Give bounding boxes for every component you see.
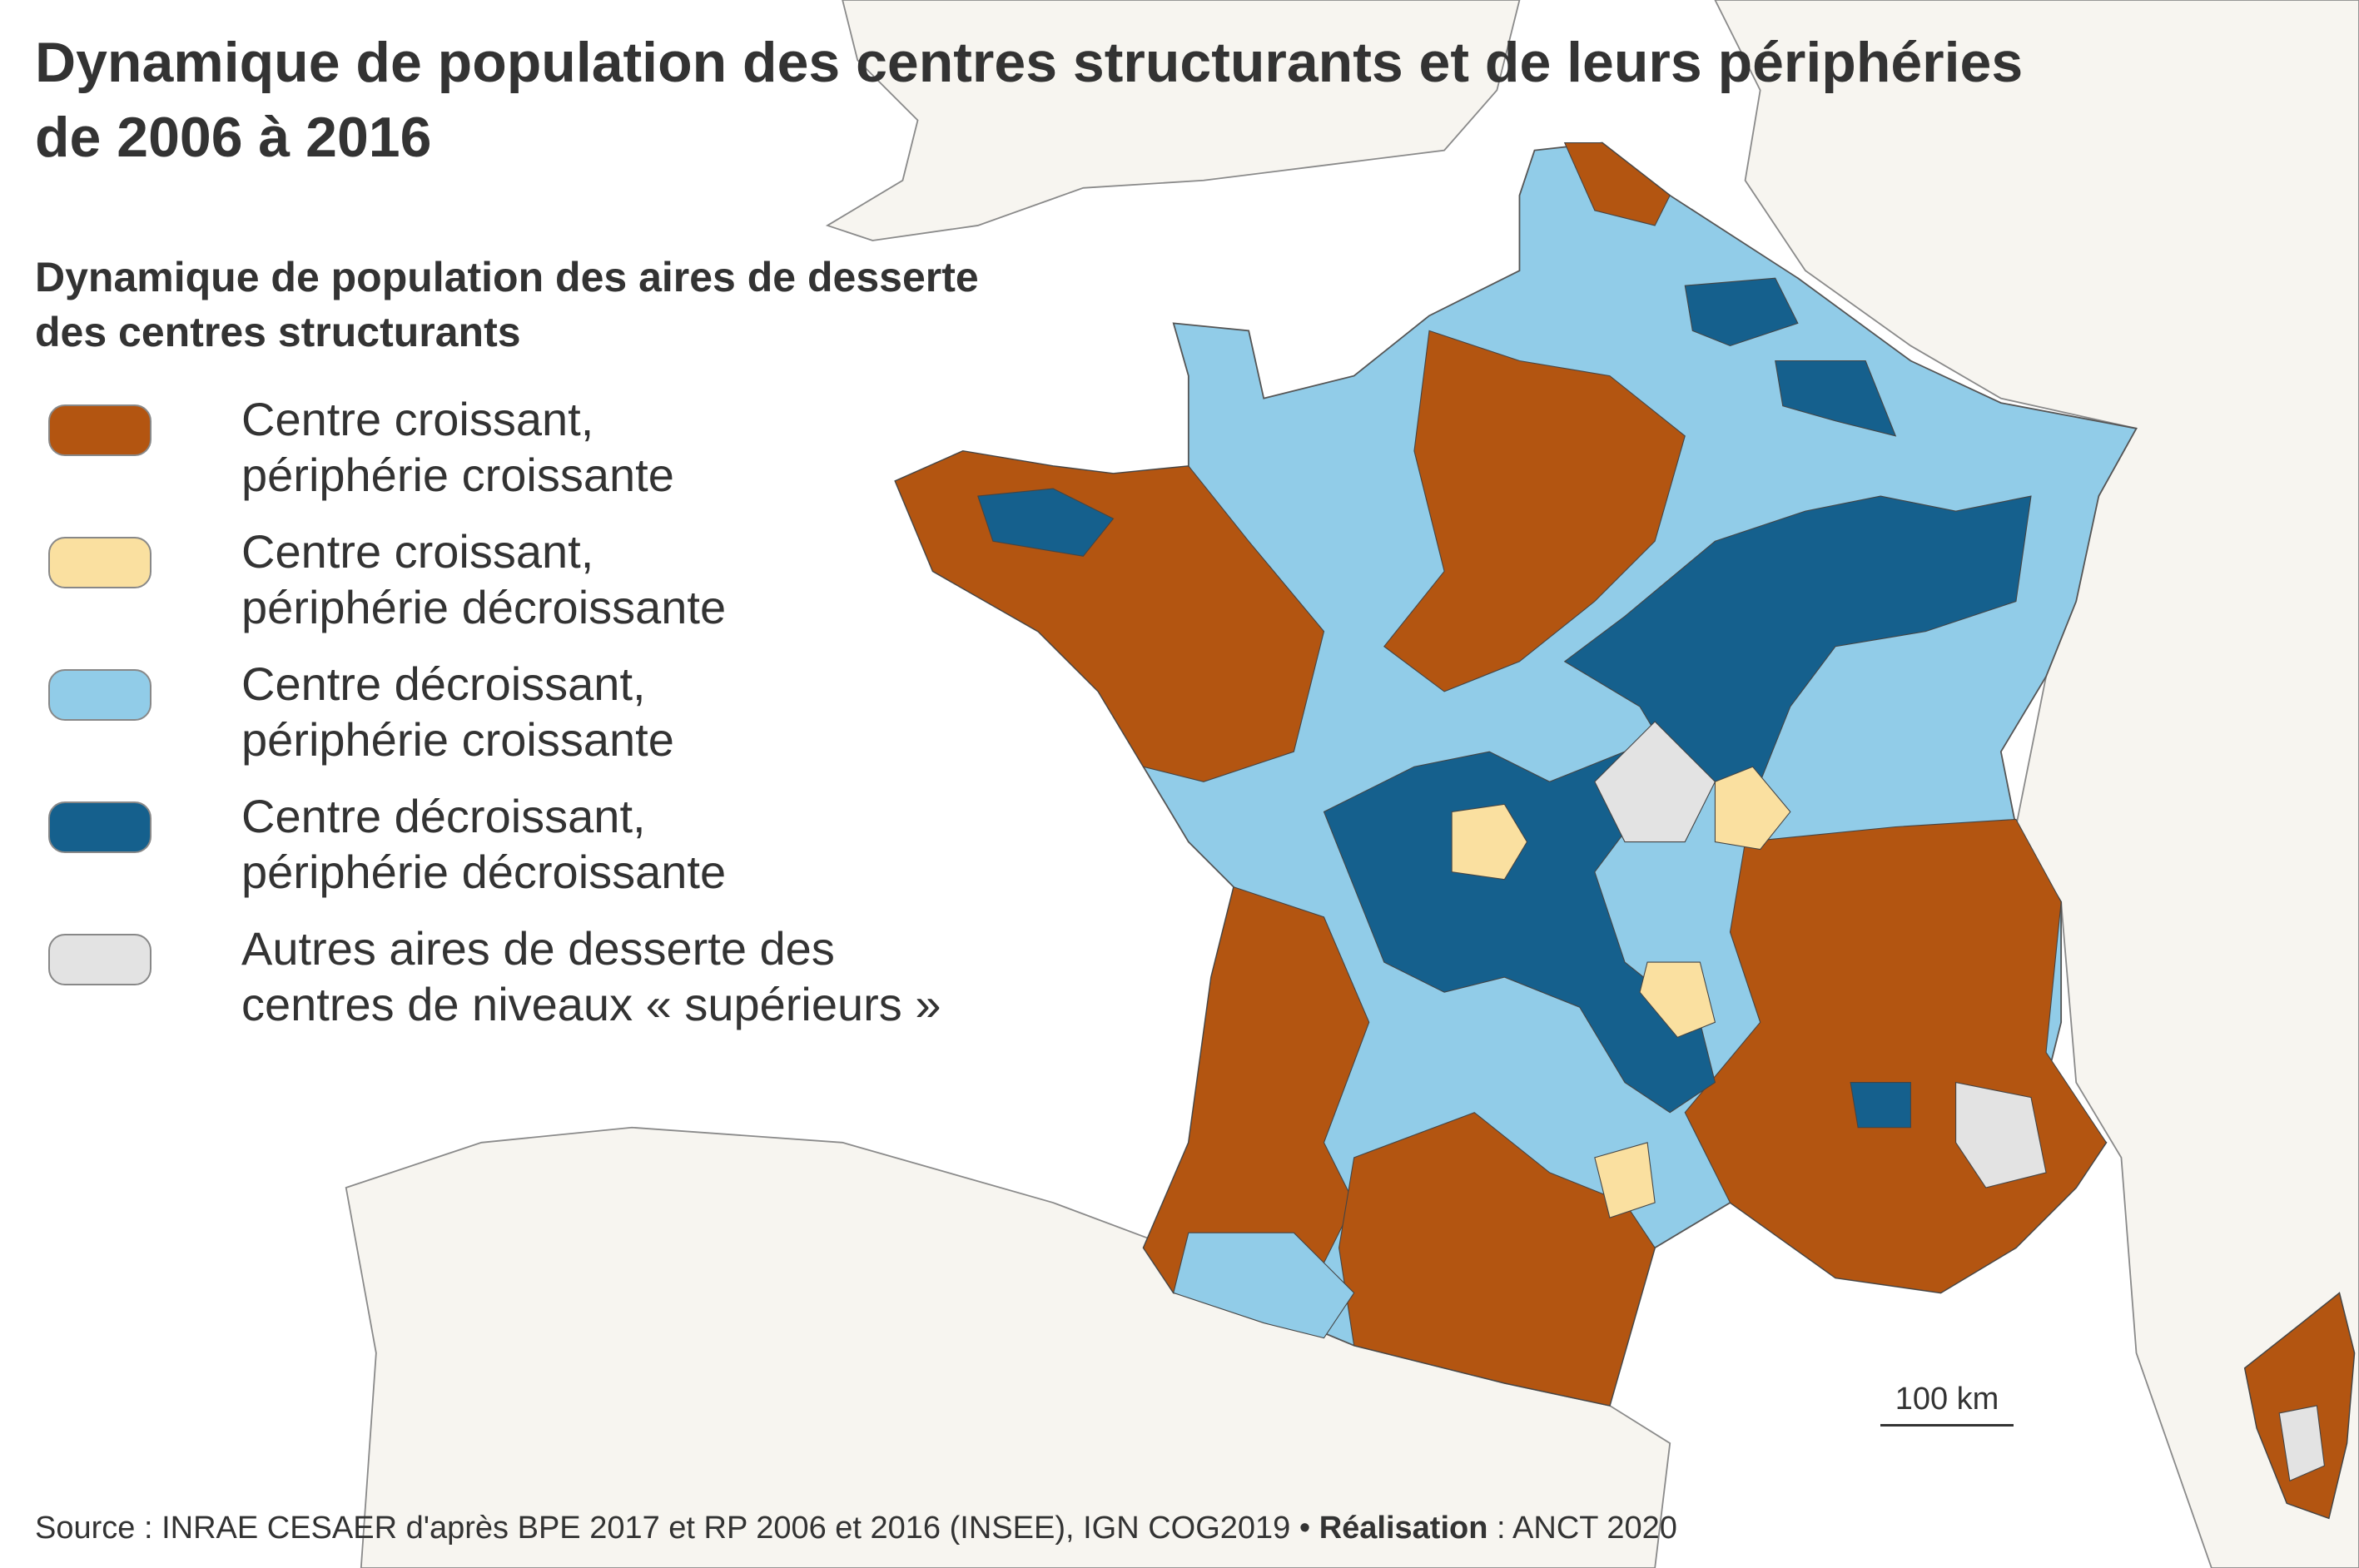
legend-item: Centre croissant, périphérie croissante	[48, 391, 941, 523]
map-title-line1: Dynamique de population des centres stru…	[35, 31, 2024, 94]
legend-title: Dynamique de population des aires de des…	[35, 250, 979, 360]
credit-text: : ANCT 2020	[1487, 1511, 1677, 1546]
scale-bar: 100 km	[1880, 1382, 2014, 1427]
zone-yellow-2	[1714, 766, 1791, 851]
legend-swatch	[48, 669, 151, 721]
zone-lorraine-dark	[1775, 360, 1897, 437]
zone-yellow-3	[1639, 961, 1716, 1039]
zone-brittany-blue	[977, 488, 1115, 557]
legend-swatch	[48, 537, 151, 588]
zone-provence-grey	[1955, 1081, 2047, 1188]
map-title: Dynamique de population des centres stru…	[35, 25, 2199, 175]
legend-label-line1: Centre croissant,	[241, 525, 594, 578]
uk-land	[825, 0, 1521, 241]
zone-north-tip	[1563, 142, 1671, 226]
legend-title-line2: des centres structurants	[35, 309, 521, 355]
legend-label-line1: Autres aires de desserte des	[241, 922, 835, 975]
legend-swatch	[48, 934, 151, 985]
scale-line	[1880, 1424, 2014, 1427]
zone-north-centre	[1383, 330, 1686, 692]
zone-centre-dark	[1323, 751, 1716, 1114]
legend-label-line2: périphérie décroissante	[241, 846, 727, 898]
legend-label-line1: Centre décroissant,	[241, 657, 646, 710]
credit-label: Réalisation	[1319, 1511, 1488, 1546]
legend-label-line2: centres de niveaux « supérieurs »	[241, 978, 941, 1030]
zone-south	[1338, 1112, 1656, 1407]
legend-item: Centre croissant, périphérie décroissante	[48, 523, 941, 656]
legend-label-line2: périphérie croissante	[241, 449, 674, 501]
source-text: : INRAE CESAER d'après BPE 2017 et RP 20…	[135, 1511, 1319, 1546]
legend-label-line2: périphérie décroissante	[241, 581, 727, 633]
map-title-line2: de 2006 à 2016	[35, 106, 432, 169]
legend: Centre croissant, périphérie croissante C…	[48, 391, 941, 1053]
zone-others-grey	[1594, 721, 1716, 843]
legend-title-line1: Dynamique de population des aires de des…	[35, 254, 979, 300]
legend-label-line1: Centre décroissant,	[241, 790, 646, 842]
source-note: Source : INRAE CESAER d'après BPE 2017 e…	[35, 1511, 1677, 1546]
legend-label-line1: Centre croissant,	[241, 393, 594, 445]
legend-label-line2: périphérie croissante	[241, 713, 674, 766]
legend-swatch	[48, 404, 151, 456]
scale-label: 100 km	[1895, 1382, 1999, 1417]
legend-swatch	[48, 801, 151, 853]
zone-dark-rhone	[1850, 1082, 1911, 1129]
zone-pyrenees-blue	[1173, 1232, 1355, 1339]
corsica-grey	[2278, 1405, 2326, 1482]
source-label: Source	[35, 1511, 136, 1546]
zone-north-east-dark	[1684, 277, 1799, 347]
zone-yellow-4	[1594, 1142, 1656, 1218]
zone-southeast	[1684, 818, 2108, 1294]
corsica	[2243, 1292, 2356, 1520]
legend-item: Autres aires de desserte des centres de n…	[48, 920, 941, 1053]
legend-item: Centre décroissant, périphérie croissante	[48, 656, 941, 788]
zone-yellow-1	[1451, 803, 1528, 881]
legend-item: Centre décroissant, périphérie décroissan…	[48, 788, 941, 920]
zone-east-dark	[1563, 495, 2032, 782]
continent-north-east-land	[1714, 0, 2359, 1568]
